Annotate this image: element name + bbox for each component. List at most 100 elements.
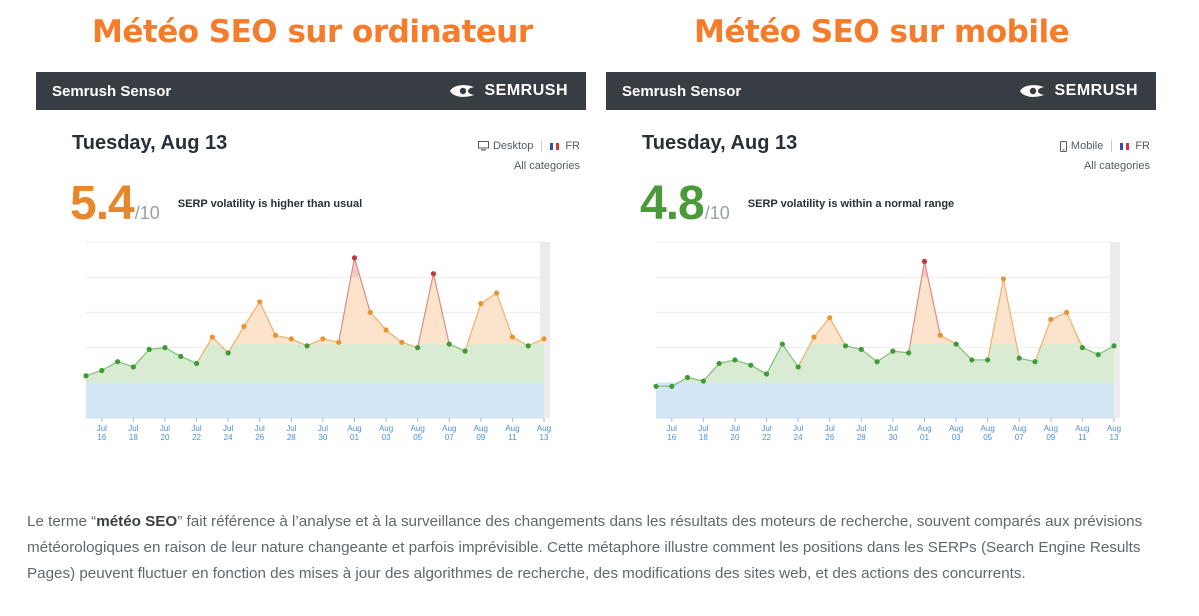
sensor-filters: Desktop FR All categories	[477, 136, 580, 176]
data-point[interactable]	[653, 383, 659, 389]
country-selector[interactable]: FR	[1135, 140, 1150, 152]
series-line-segment	[101, 361, 118, 372]
semrush-logo[interactable]: SEMRUSH	[1018, 82, 1138, 100]
normal-volatility-zone	[86, 344, 544, 383]
data-point[interactable]	[430, 271, 437, 277]
data-point[interactable]	[178, 353, 184, 359]
data-point[interactable]	[162, 345, 168, 351]
data-point[interactable]	[415, 345, 421, 351]
data-point[interactable]	[446, 341, 452, 347]
data-point[interactable]	[937, 332, 943, 338]
data-point[interactable]	[304, 343, 310, 349]
data-point[interactable]	[811, 334, 817, 340]
data-point[interactable]	[732, 357, 738, 363]
current-day-highlight	[1110, 242, 1120, 418]
data-point[interactable]	[1064, 309, 1070, 315]
data-point[interactable]	[272, 332, 279, 338]
data-point[interactable]	[858, 346, 864, 352]
data-point[interactable]	[669, 383, 675, 389]
data-point[interactable]	[494, 290, 500, 296]
x-tick-label-month: Jul	[97, 424, 107, 433]
data-point[interactable]	[525, 343, 531, 349]
series-line-segment	[480, 292, 497, 305]
mobile-icon	[1059, 140, 1067, 152]
data-point[interactable]	[478, 301, 484, 307]
category-selector[interactable]: All categories	[1083, 160, 1150, 172]
data-point[interactable]	[700, 378, 706, 384]
data-point[interactable]	[462, 348, 468, 354]
x-tick-label-month: Jul	[255, 424, 265, 433]
data-point[interactable]	[225, 350, 231, 356]
data-point[interactable]	[906, 350, 912, 356]
data-point[interactable]	[1095, 352, 1101, 358]
data-point[interactable]	[257, 299, 263, 305]
series-line-segment	[876, 350, 894, 363]
series-line-segment	[291, 338, 308, 347]
data-point[interactable]	[193, 360, 200, 367]
series-line-segment	[845, 345, 862, 350]
data-point[interactable]	[541, 336, 547, 342]
category-selector[interactable]: All categories	[513, 160, 580, 172]
x-tick-label-day: 13	[1110, 433, 1119, 442]
data-point[interactable]	[795, 364, 801, 370]
data-point[interactable]	[969, 357, 975, 363]
series-line-segment	[259, 301, 277, 336]
low-volatility-zone	[656, 382, 1114, 418]
current-day-highlight	[540, 242, 550, 418]
data-point[interactable]	[874, 359, 880, 365]
x-tick-label-day: 28	[857, 433, 866, 442]
data-point[interactable]	[748, 362, 754, 368]
data-point[interactable]	[99, 367, 105, 374]
data-point[interactable]	[684, 374, 691, 381]
data-point[interactable]	[842, 343, 849, 349]
data-point[interactable]	[985, 357, 991, 363]
x-tick-label-day: 13	[540, 433, 549, 442]
series-line-segment	[1082, 347, 1099, 356]
x-tick-label-day: 03	[952, 433, 961, 442]
x-tick-label-day: 24	[224, 433, 233, 442]
panel-title: Semrush Sensor	[52, 82, 172, 100]
x-tick-label-month: Jul	[160, 424, 170, 433]
data-point[interactable]	[114, 359, 121, 365]
data-point[interactable]	[1016, 355, 1022, 361]
series-line-segment	[766, 343, 783, 375]
data-point[interactable]	[130, 364, 136, 370]
x-tick-label-month: Jul	[128, 424, 138, 433]
data-point[interactable]	[1048, 316, 1054, 323]
data-point[interactable]	[1079, 345, 1086, 351]
data-point[interactable]	[351, 255, 358, 261]
data-point[interactable]	[383, 327, 389, 333]
data-point[interactable]	[320, 336, 326, 342]
country-selector[interactable]: FR	[565, 140, 580, 152]
volatility-chart-mobile[interactable]: Jul16Jul18Jul20Jul22Jul24Jul26Jul28Jul30…	[606, 236, 1156, 452]
data-point[interactable]	[1111, 343, 1117, 349]
x-tick-label-day: 18	[129, 433, 138, 442]
data-point[interactable]	[509, 334, 516, 340]
data-point[interactable]	[827, 315, 833, 321]
data-point[interactable]	[716, 360, 722, 367]
data-point[interactable]	[779, 341, 785, 347]
data-point[interactable]	[288, 336, 294, 342]
data-point[interactable]	[953, 341, 959, 347]
data-point[interactable]	[241, 323, 247, 330]
data-point[interactable]	[83, 373, 89, 379]
device-selector[interactable]: Desktop	[492, 140, 534, 152]
data-point[interactable]	[890, 348, 896, 354]
device-selector[interactable]: Mobile	[1070, 140, 1104, 152]
semrush-logo[interactable]: SEMRUSH	[448, 82, 568, 100]
data-point[interactable]	[921, 258, 928, 264]
volatility-status: SERP volatility is higher than usual	[177, 198, 363, 210]
data-point[interactable]	[209, 334, 215, 340]
data-point[interactable]	[336, 339, 342, 345]
data-point[interactable]	[367, 309, 373, 315]
volatility-chart-desktop[interactable]: Jul16Jul18Jul20Jul22Jul24Jul26Jul28Jul30…	[36, 236, 586, 452]
x-tick-label-day: 05	[983, 433, 992, 442]
data-point[interactable]	[399, 339, 405, 345]
data-point[interactable]	[1032, 359, 1038, 365]
series-line-segment	[149, 347, 166, 350]
x-tick-label-month: Aug	[1107, 424, 1121, 433]
data-point[interactable]	[1000, 276, 1007, 282]
data-point[interactable]	[146, 346, 152, 352]
data-point[interactable]	[763, 371, 770, 377]
x-tick-label-day: 09	[1046, 433, 1055, 442]
